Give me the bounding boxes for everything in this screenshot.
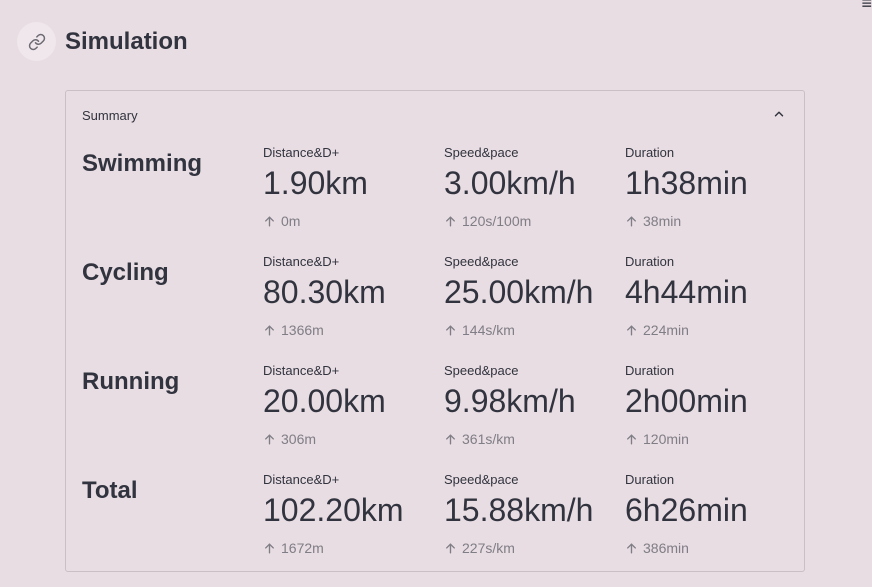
metric-delta-value: 38min [643,213,682,229]
metric-value: 1.90km [263,165,368,201]
metric-value: 1h38min [625,165,748,201]
metric-card: Distance&D+ 80.30km 1366m [263,254,386,340]
metric-card: Distance&D+ 1.90km 0m [263,145,368,231]
metric-delta-value: 1672m [281,540,324,556]
metric-delta-value: 224min [643,322,689,338]
metric-value: 20.00km [263,383,386,419]
metric-label: Speed&pace [444,254,519,269]
arrow-up-icon [265,542,274,554]
metric-value: 80.30km [263,274,386,310]
page-header: Simulation [17,22,188,61]
metric-delta: 227s/km [444,538,593,558]
metric-delta: 1366m [263,320,386,340]
arrow-up-icon [446,215,455,227]
metric-delta-value: 144s/km [462,322,515,338]
metric-label: Distance&D+ [263,254,340,269]
metric-card: Speed&pace 15.88km/h 227s/km [444,472,593,558]
metric-card: Speed&pace 9.98km/h 361s/km [444,363,576,449]
metric-delta-value: 227s/km [462,540,515,556]
metric-card: Duration 6h26min 386min [625,472,748,558]
metric-card: Duration 1h38min 38min [625,145,748,231]
metric-value: 25.00km/h [444,274,594,310]
metric-value: 6h26min [625,492,748,528]
metric-card: Speed&pace 3.00km/h 120s/100m [444,145,576,231]
metric-delta-value: 306m [281,431,317,447]
metric-card: Distance&D+ 20.00km 306m [263,363,386,449]
metric-card: Duration 4h44min 224min [625,254,748,340]
summary-row-cycling: Cycling Distance&D+ 80.30km 1366m Speed&pace… [66,254,804,363]
metric-delta: 38min [625,211,748,231]
summary-row-running: Running Distance&D+ 20.00km 306m Speed&pace 9… [66,363,804,472]
metric-value: 4h44min [625,274,748,310]
metric-delta: 1672m [263,538,404,558]
metric-label: Speed&pace [444,472,519,487]
metric-delta: 306m [263,429,386,449]
metric-value: 3.00km/h [444,165,576,201]
metric-delta: 120min [625,429,748,449]
metric-delta-value: 386min [643,540,689,556]
metric-delta: 386min [625,538,748,558]
link-icon[interactable] [17,22,56,61]
arrow-up-icon [627,215,636,227]
metric-delta: 0m [263,211,368,231]
metric-delta-value: 120min [643,431,689,447]
metric-value: 2h00min [625,383,748,419]
metric-card: Duration 2h00min 120min [625,363,748,449]
metric-label: Duration [625,472,675,487]
metric-label: Distance&D+ [263,363,340,378]
metric-delta: 120s/100m [444,211,576,231]
metric-value: 102.20km [263,492,404,528]
metric-value: 15.88km/h [444,492,594,528]
page-title: Simulation [65,27,188,55]
metric-delta: 361s/km [444,429,576,449]
metric-label: Distance&D+ [263,145,340,160]
metric-delta-value: 120s/100m [462,213,532,229]
metric-card: Distance&D+ 102.20km 1672m [263,472,404,558]
chevron-up-icon[interactable] [772,107,786,121]
arrow-up-icon [446,433,455,445]
metric-delta-value: 0m [281,213,301,229]
metric-label: Speed&pace [444,145,519,160]
metric-card: Speed&pace 25.00km/h 144s/km [444,254,593,340]
summary-label[interactable]: Summary [82,108,138,123]
arrow-up-icon [446,324,455,336]
metric-delta-value: 361s/km [462,431,515,447]
arrow-up-icon [446,542,455,554]
metric-value: 9.98km/h [444,383,576,419]
arrow-up-icon [627,324,636,336]
summary-expander: Summary Swimming Distance&D+ 1.90km 0m Speed… [65,90,805,572]
arrow-up-icon [265,215,274,227]
sport-name: Total [82,477,138,504]
hamburger-menu-icon[interactable]: ≡ [861,0,872,13]
sport-name: Cycling [82,259,169,286]
summary-row-swimming: Swimming Distance&D+ 1.90km 0m Speed&pace 3.0… [66,145,804,254]
metric-label: Speed&pace [444,363,519,378]
metric-delta-value: 1366m [281,322,324,338]
metric-label: Distance&D+ [263,472,340,487]
sport-name: Running [82,368,180,395]
metric-label: Duration [625,145,675,160]
metric-label: Duration [625,254,675,269]
summary-row-total: Total Distance&D+ 102.20km 1672m Speed&pace 1… [66,472,804,581]
arrow-up-icon [627,433,636,445]
metric-delta: 144s/km [444,320,593,340]
arrow-up-icon [627,542,636,554]
metric-delta: 224min [625,320,748,340]
arrow-up-icon [265,324,274,336]
arrow-up-icon [265,433,274,445]
sport-name: Swimming [82,150,203,177]
metric-label: Duration [625,363,675,378]
